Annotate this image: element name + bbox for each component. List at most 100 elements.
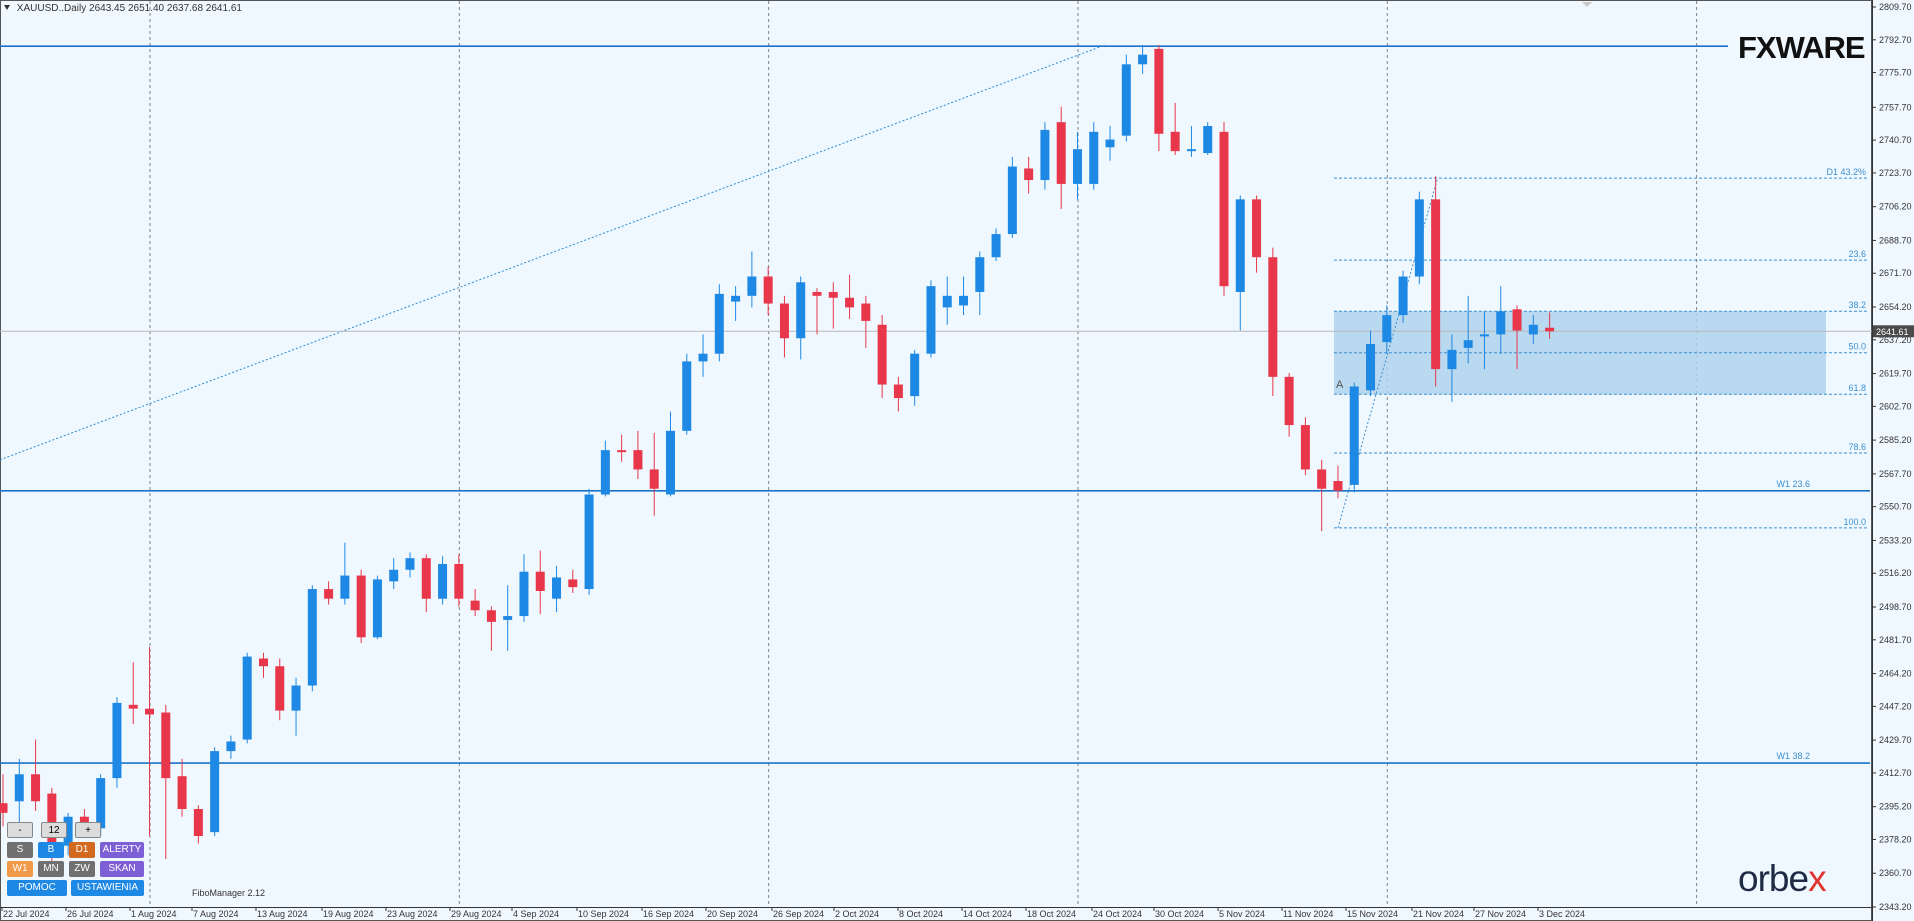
candle-body[interactable] <box>1203 126 1213 154</box>
mn-button[interactable]: MN <box>38 861 64 877</box>
w1-button[interactable]: W1 <box>7 861 33 877</box>
candle-body[interactable] <box>1072 149 1082 184</box>
candle-body[interactable] <box>258 658 268 667</box>
candle-body[interactable] <box>14 774 24 802</box>
candle-body[interactable] <box>617 450 627 453</box>
alerty-button[interactable]: ALERTY <box>100 842 144 858</box>
candle-body[interactable] <box>519 571 529 617</box>
candle-body[interactable] <box>1300 425 1310 470</box>
candle-body[interactable] <box>828 291 838 298</box>
candle-body[interactable] <box>96 778 106 829</box>
candle-body[interactable] <box>405 558 415 570</box>
candle-body[interactable] <box>731 295 741 302</box>
candle-body[interactable] <box>1105 139 1115 148</box>
candle-body[interactable] <box>1463 340 1473 348</box>
ustawienia-button[interactable]: USTAWIENIA <box>71 880 144 896</box>
candle-body[interactable] <box>242 656 252 740</box>
candle-body[interactable] <box>389 569 399 582</box>
candle-body[interactable] <box>1219 131 1229 287</box>
candle-body[interactable] <box>665 430 675 495</box>
candle-body[interactable] <box>861 303 871 321</box>
candle-body[interactable] <box>1496 311 1506 335</box>
candle-body[interactable] <box>177 776 187 809</box>
candle-body[interactable] <box>649 469 659 489</box>
candle-body[interactable] <box>1431 199 1441 370</box>
candle-body[interactable] <box>926 286 936 354</box>
candle-body[interactable] <box>1056 122 1066 184</box>
candle-body[interactable] <box>1398 276 1408 316</box>
candle-body[interactable] <box>600 450 610 495</box>
candle-body[interactable] <box>845 297 855 308</box>
candle-body[interactable] <box>942 295 952 308</box>
candle-body[interactable] <box>340 575 350 599</box>
candle-body[interactable] <box>763 276 773 304</box>
candle-body[interactable] <box>1512 309 1522 331</box>
candle-body[interactable] <box>1284 376 1294 426</box>
candle-body[interactable] <box>747 276 757 296</box>
candle-body[interactable] <box>324 589 334 599</box>
candle-body[interactable] <box>1235 199 1245 292</box>
zw-button[interactable]: ZW <box>69 861 95 877</box>
candle-body[interactable] <box>145 708 155 715</box>
candle-body[interactable] <box>128 704 138 709</box>
candle-body[interactable] <box>1317 469 1327 489</box>
candle-body[interactable] <box>552 577 562 599</box>
candle-body[interactable] <box>1138 54 1148 65</box>
d1-button[interactable]: D1 <box>69 842 95 858</box>
candle-body[interactable] <box>1528 324 1538 335</box>
candle-body[interactable] <box>1414 199 1424 277</box>
candle-body[interactable] <box>503 616 513 620</box>
pomoc-button[interactable]: POMOC <box>7 880 67 896</box>
s-button[interactable]: S <box>7 842 33 858</box>
count-field[interactable]: 12 <box>41 822 67 838</box>
candle-body[interactable] <box>682 361 692 431</box>
candle-body[interactable] <box>959 295 969 306</box>
candle-body[interactable] <box>1007 166 1017 235</box>
candle-body[interactable] <box>1366 344 1376 391</box>
candle-body[interactable] <box>161 712 171 779</box>
candle-body[interactable] <box>1479 334 1489 337</box>
candle-body[interactable] <box>1447 349 1457 370</box>
candle-body[interactable] <box>356 575 366 638</box>
candle-body[interactable] <box>1382 315 1392 343</box>
dropdown-triangle-icon[interactable] <box>4 5 10 10</box>
candle-body[interactable] <box>210 751 220 833</box>
scroll-indicator-icon[interactable] <box>1582 2 1592 7</box>
candle-body[interactable] <box>193 808 203 837</box>
candle-body[interactable] <box>31 774 41 802</box>
candle-body[interactable] <box>470 600 480 611</box>
candle-body[interactable] <box>698 353 708 362</box>
candle-body[interactable] <box>1333 481 1343 491</box>
candle-body[interactable] <box>779 303 789 339</box>
candle-body[interactable] <box>1186 149 1196 152</box>
candle-body[interactable] <box>568 579 578 588</box>
candle-body[interactable] <box>714 293 724 354</box>
candle-body[interactable] <box>584 494 594 590</box>
candle-body[interactable] <box>275 666 285 711</box>
candle-body[interactable] <box>63 816 73 846</box>
candle-body[interactable] <box>877 324 887 385</box>
candle-body[interactable] <box>454 563 464 599</box>
candle-body[interactable] <box>1040 129 1050 181</box>
candle-body[interactable] <box>796 282 806 339</box>
increase-button[interactable]: + <box>75 822 101 838</box>
candle-body[interactable] <box>1268 257 1278 377</box>
candle-body[interactable] <box>1170 131 1180 152</box>
candle-body[interactable] <box>1252 199 1262 258</box>
candle-body[interactable] <box>893 384 903 399</box>
candle-body[interactable] <box>307 589 317 686</box>
candle-body[interactable] <box>1349 386 1359 485</box>
candle-body[interactable] <box>226 741 236 752</box>
candle-body[interactable] <box>486 610 496 622</box>
candle-body[interactable] <box>633 450 643 470</box>
b-button[interactable]: B <box>38 842 64 858</box>
candle-body[interactable] <box>421 558 431 599</box>
candle-body[interactable] <box>291 685 301 711</box>
candle-body[interactable] <box>1121 64 1131 136</box>
candle-body[interactable] <box>1545 327 1555 332</box>
candle-body[interactable] <box>991 234 1001 258</box>
candle-body[interactable] <box>910 353 920 397</box>
candle-body[interactable] <box>438 563 448 599</box>
